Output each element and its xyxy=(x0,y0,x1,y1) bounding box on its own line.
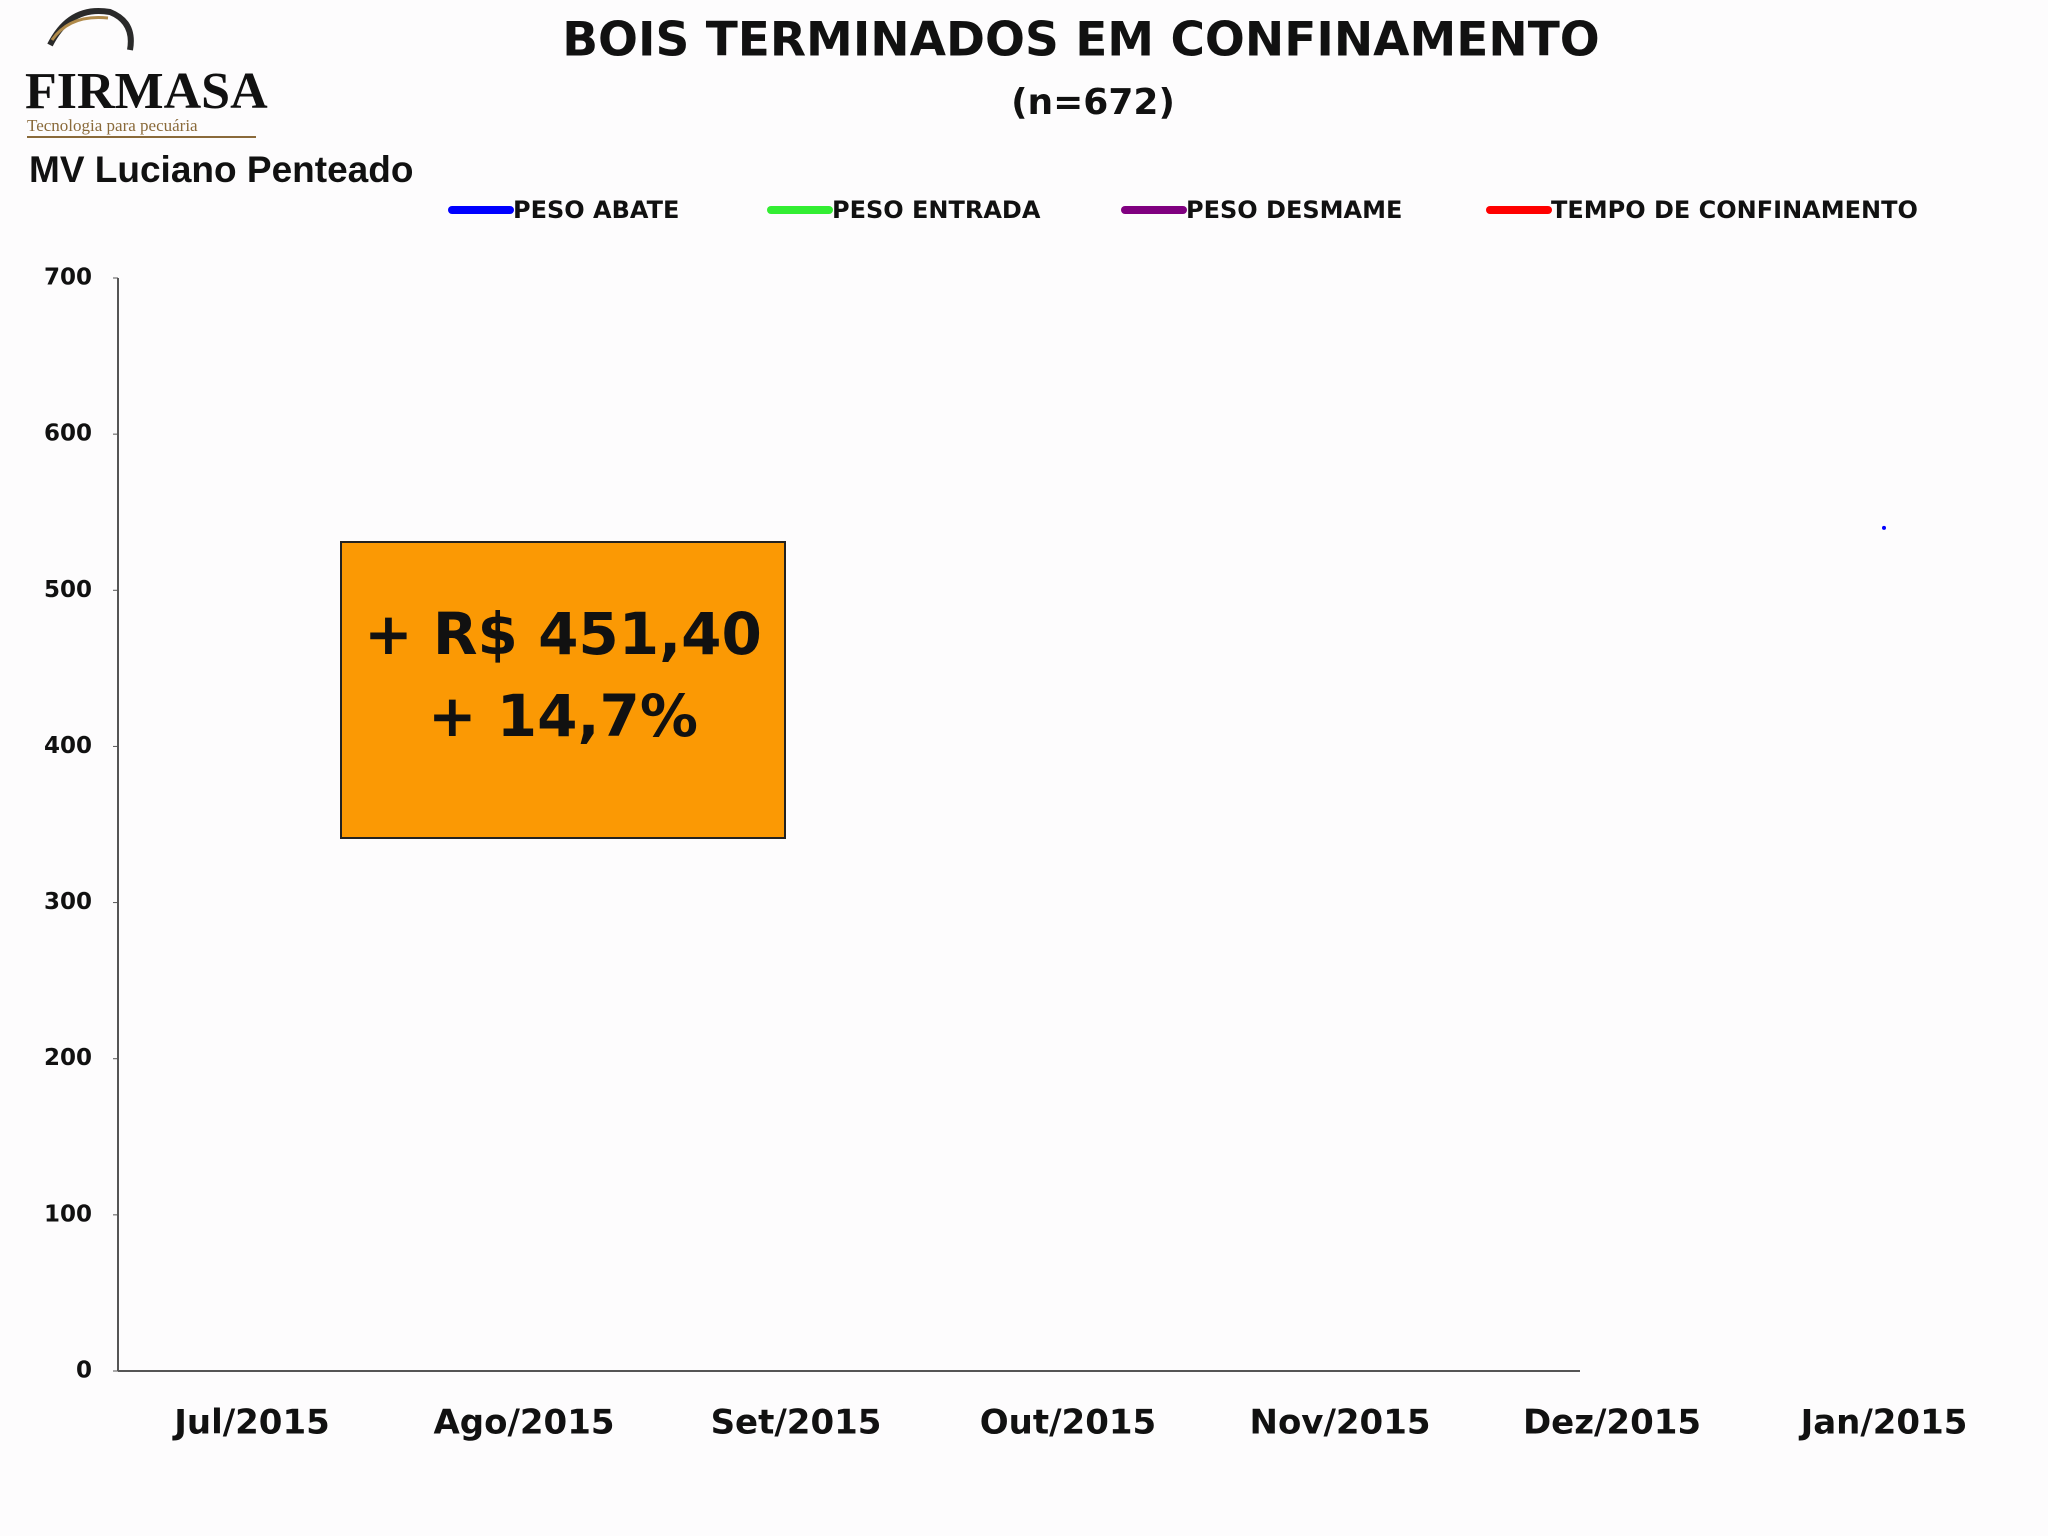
legend-label: TEMPO DE CONFINAMENTO xyxy=(1551,196,1918,224)
x-tick-label: Jul/2015 xyxy=(172,1403,330,1443)
y-tick-label: 200 xyxy=(44,1045,92,1071)
x-tick-label: Ago/2015 xyxy=(433,1403,614,1443)
x-tick-label: Jan/2015 xyxy=(1799,1403,1968,1443)
y-tick-label: 0 xyxy=(76,1358,92,1384)
legend-label: PESO DESMAME xyxy=(1186,196,1402,224)
y-tick-label: 600 xyxy=(44,421,92,447)
y-tick-label: 100 xyxy=(44,1201,92,1227)
y-tick-label: 300 xyxy=(44,889,92,915)
legend-label: PESO ABATE xyxy=(513,196,679,224)
y-tick-label: 400 xyxy=(44,733,92,759)
author: MV Luciano Penteado xyxy=(29,149,413,190)
chart-title: BOIS TERMINADOS EM CONFINAMENTO xyxy=(562,13,1600,68)
annotation-text: + 14,7% xyxy=(428,682,698,750)
logo-arc xyxy=(47,8,134,51)
x-tick-label: Set/2015 xyxy=(711,1403,882,1443)
logo-tagline: Tecnologia para pecuária xyxy=(27,116,198,135)
annotation-text: + R$ 451,40 xyxy=(364,600,762,668)
logo-name: FIRMASA xyxy=(25,63,268,120)
x-tick-label: Dez/2015 xyxy=(1523,1403,1701,1443)
y-tick-label: 500 xyxy=(44,577,92,603)
annotation-box xyxy=(340,541,786,839)
x-tick-label: Out/2015 xyxy=(980,1403,1156,1443)
x-tick-label: Nov/2015 xyxy=(1249,1403,1430,1443)
logo-arc-inner xyxy=(50,15,109,41)
legend-label: PESO ENTRADA xyxy=(832,196,1041,224)
y-tick-label: 700 xyxy=(44,265,92,291)
chart-subtitle: (n=672) xyxy=(1011,82,1175,123)
